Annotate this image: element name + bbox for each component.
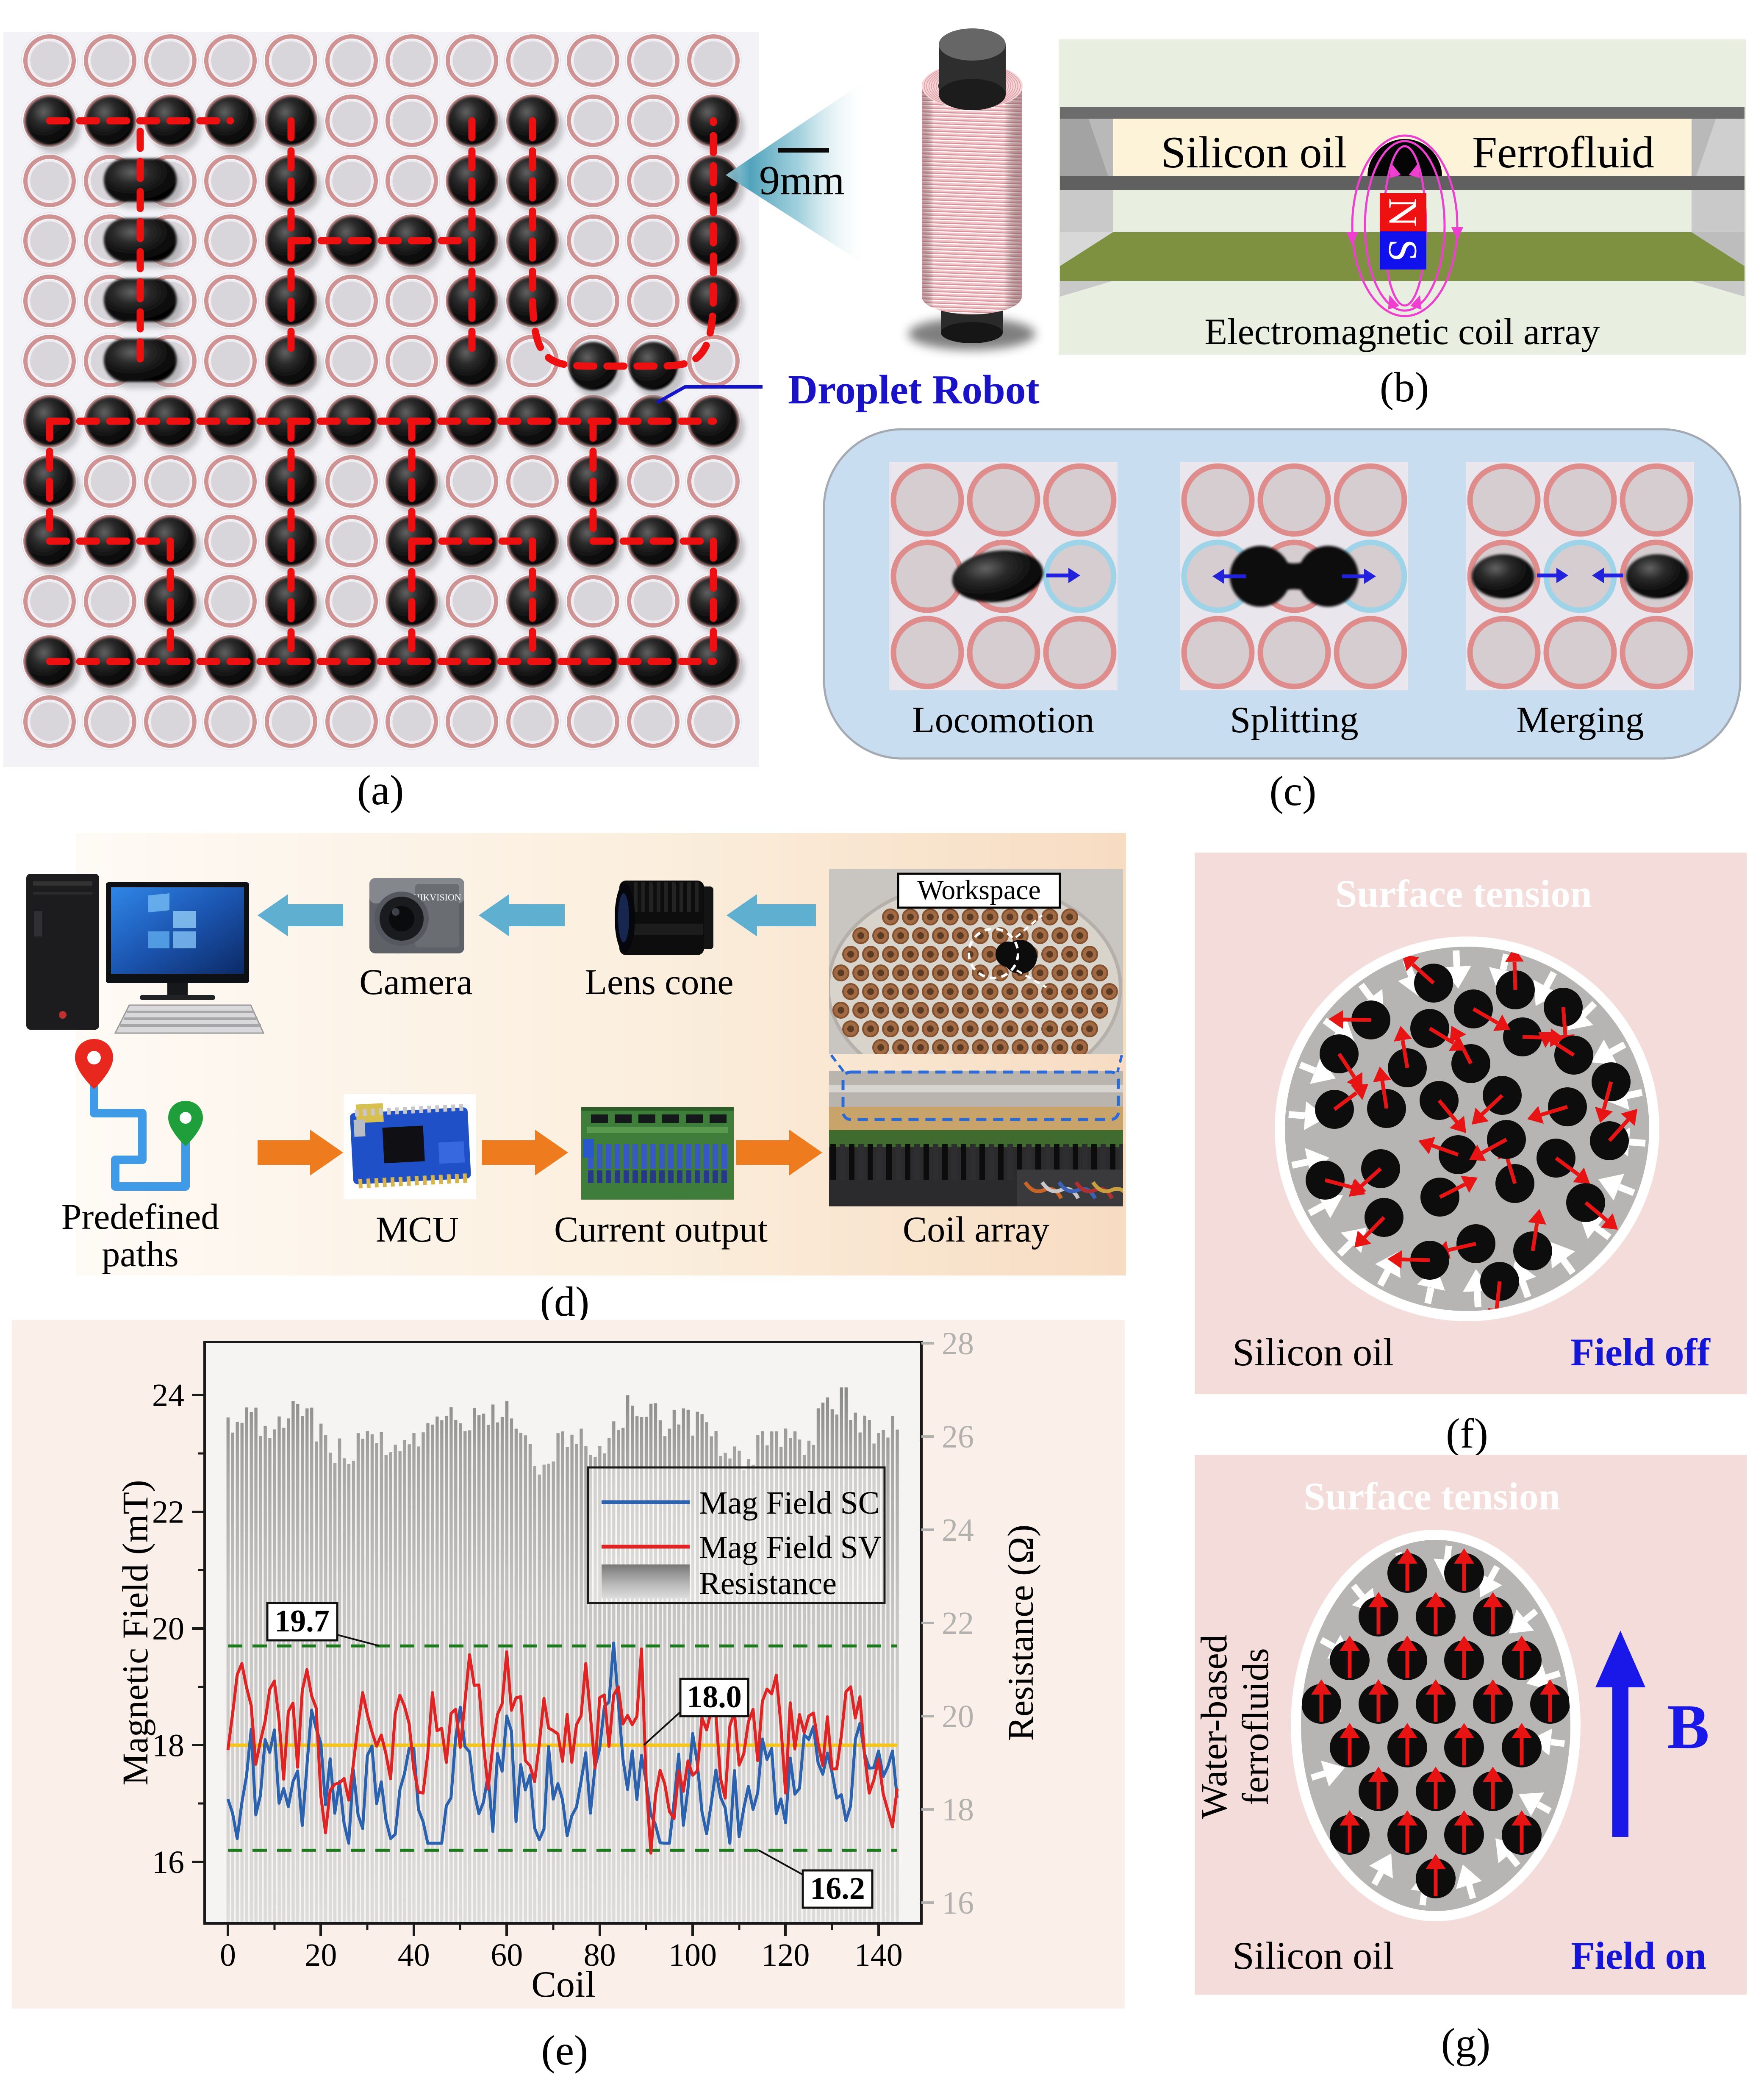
- svg-text:(a): (a): [357, 767, 404, 814]
- svg-text:100: 100: [668, 1937, 717, 1973]
- svg-text:20: 20: [152, 1611, 184, 1647]
- svg-text:Resistance (Ω): Resistance (Ω): [1000, 1525, 1041, 1741]
- svg-text:Workspace: Workspace: [917, 875, 1041, 906]
- svg-text:18.0: 18.0: [687, 1680, 742, 1714]
- svg-text:0: 0: [220, 1937, 236, 1973]
- svg-text:Locomotion: Locomotion: [912, 700, 1094, 741]
- svg-text:Field on: Field on: [1571, 1934, 1706, 1977]
- svg-text:S: S: [1381, 239, 1426, 261]
- svg-text:Splitting: Splitting: [1230, 700, 1358, 741]
- svg-text:Lens cone: Lens cone: [585, 961, 733, 1002]
- svg-text:26: 26: [942, 1419, 974, 1455]
- svg-text:Water-based: Water-based: [1194, 1634, 1235, 1819]
- svg-text:22: 22: [942, 1606, 974, 1641]
- svg-text:40: 40: [398, 1937, 430, 1973]
- svg-text:N: N: [1381, 197, 1426, 227]
- svg-text:22: 22: [152, 1495, 184, 1530]
- svg-text:18: 18: [152, 1728, 184, 1764]
- svg-text:Silicon oil: Silicon oil: [1161, 128, 1347, 177]
- svg-text:20: 20: [305, 1937, 337, 1973]
- svg-text:Droplet Robot: Droplet Robot: [788, 367, 1040, 412]
- svg-text:ferrofluids: ferrofluids: [1235, 1648, 1276, 1805]
- svg-text:Current output: Current output: [554, 1209, 768, 1250]
- svg-text:16: 16: [152, 1845, 184, 1880]
- svg-text:Predefined: Predefined: [61, 1196, 219, 1237]
- svg-text:Silicon oil: Silicon oil: [1233, 1331, 1394, 1374]
- svg-text:60: 60: [491, 1937, 523, 1973]
- svg-text:120: 120: [761, 1937, 810, 1973]
- svg-text:16.2: 16.2: [810, 1871, 865, 1906]
- svg-text:MCU: MCU: [376, 1209, 459, 1250]
- svg-text:B: B: [1667, 1692, 1709, 1762]
- svg-text:Magnetic Field (mT): Magnetic Field (mT): [115, 1480, 155, 1785]
- svg-text:paths: paths: [102, 1234, 179, 1274]
- svg-text:18: 18: [942, 1792, 974, 1828]
- svg-text:19.7: 19.7: [275, 1604, 330, 1639]
- svg-text:(e): (e): [541, 2027, 588, 2074]
- svg-text:Surface tension: Surface tension: [1304, 1475, 1560, 1518]
- svg-text:80: 80: [584, 1937, 616, 1973]
- svg-text:(b): (b): [1380, 364, 1429, 411]
- svg-text:Ferrofluid: Ferrofluid: [1472, 128, 1654, 177]
- svg-text:(c): (c): [1270, 767, 1317, 814]
- svg-text:9mm: 9mm: [759, 158, 844, 203]
- svg-text:140: 140: [854, 1937, 903, 1973]
- svg-text:Silicon oil: Silicon oil: [1233, 1934, 1394, 1977]
- svg-text:(f): (f): [1446, 1410, 1488, 1457]
- svg-text:Coil: Coil: [531, 1964, 596, 2005]
- svg-text:24: 24: [942, 1512, 974, 1548]
- svg-text:Merging: Merging: [1516, 700, 1644, 741]
- svg-text:Surface tension: Surface tension: [1335, 872, 1592, 915]
- svg-text:Electromagnetic coil array: Electromagnetic coil array: [1204, 311, 1600, 353]
- svg-text:Resistance: Resistance: [699, 1566, 837, 1601]
- svg-text:Field off: Field off: [1570, 1331, 1711, 1374]
- svg-text:20: 20: [942, 1699, 974, 1734]
- svg-text:(d): (d): [540, 1278, 590, 1325]
- svg-text:(g): (g): [1441, 2020, 1491, 2067]
- svg-text:28: 28: [942, 1326, 974, 1361]
- svg-text:Coil array: Coil array: [903, 1209, 1049, 1250]
- svg-text:Camera: Camera: [359, 961, 472, 1002]
- svg-text:Mag Field SV: Mag Field SV: [699, 1530, 882, 1565]
- svg-text:24: 24: [152, 1378, 184, 1413]
- svg-text:Mag Field SC: Mag Field SC: [699, 1485, 880, 1521]
- svg-text:16: 16: [942, 1885, 974, 1921]
